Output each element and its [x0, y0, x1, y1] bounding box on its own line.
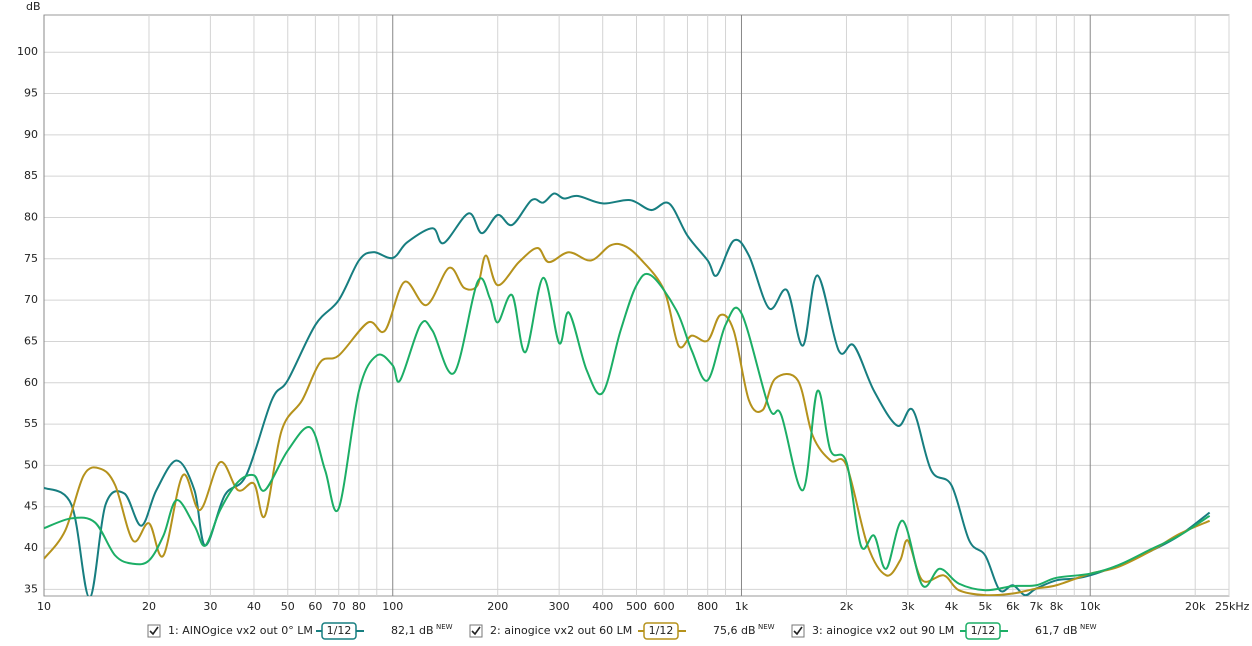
- y-tick-label: 40: [24, 541, 38, 554]
- y-tick-label: 70: [24, 293, 38, 306]
- x-tick-label: 50: [281, 600, 295, 613]
- x-tick-label: 500: [626, 600, 647, 613]
- y-tick-label: 65: [24, 334, 38, 347]
- legend-check: [471, 626, 481, 636]
- smoothing-box[interactable]: [321, 622, 357, 640]
- y-tick-label: 35: [24, 582, 38, 595]
- smoothing-label: 1/12: [327, 624, 352, 637]
- y-tick-label: 50: [24, 458, 38, 471]
- series-line: [44, 192, 1211, 596]
- legend-checkbox[interactable]: [791, 624, 805, 638]
- y-tick-label: 55: [24, 417, 38, 430]
- y-tick-label: 45: [24, 500, 38, 513]
- legend-checkbox[interactable]: [147, 624, 161, 638]
- smoothing-box[interactable]: [643, 622, 679, 640]
- legend-level-note: NEW: [1080, 623, 1097, 631]
- legend-label: 2: ainogice vx2 out 60 LM: [490, 624, 632, 637]
- x-tick-label: 25kHz: [1215, 600, 1250, 613]
- x-tick-label: 80: [352, 600, 366, 613]
- x-tick-label: 6k: [1006, 600, 1020, 613]
- x-tick-label: 10k: [1080, 600, 1101, 613]
- series-line: [44, 272, 1211, 592]
- y-tick-label: 100: [17, 45, 38, 58]
- legend-level-note: NEW: [436, 623, 453, 631]
- x-tick-label: 800: [697, 600, 718, 613]
- x-tick-label: 40: [247, 600, 261, 613]
- x-tick-label: 60: [308, 600, 322, 613]
- x-tick-label: 600: [654, 600, 675, 613]
- x-tick-label: 30: [203, 600, 217, 613]
- y-axis-label: dB: [26, 0, 41, 13]
- smoothing-box[interactable]: [965, 622, 1001, 640]
- legend-check: [149, 626, 159, 636]
- x-tick-label: 400: [592, 600, 613, 613]
- y-tick-label: 90: [24, 128, 38, 141]
- x-tick-label: 70: [332, 600, 346, 613]
- y-tick-label: 85: [24, 169, 38, 182]
- x-tick-label: 4k: [945, 600, 959, 613]
- legend-label: 3: ainogice vx2 out 90 LM: [812, 624, 954, 637]
- legend-label: 1: AINOgice vx2 out 0° LM: [168, 624, 313, 637]
- legend-level: 61,7 dB: [1035, 624, 1078, 637]
- legend-checkbox[interactable]: [469, 624, 483, 638]
- x-tick-label: 20k: [1185, 600, 1206, 613]
- legend-level: 75,6 dB: [713, 624, 756, 637]
- smoothing-label: 1/12: [649, 624, 674, 637]
- smoothing-label: 1/12: [971, 624, 996, 637]
- x-tick-label: 5k: [979, 600, 993, 613]
- legend-check: [793, 626, 803, 636]
- x-tick-label: 200: [487, 600, 508, 613]
- legend-level: 82,1 dB: [391, 624, 434, 637]
- x-tick-label: 20: [142, 600, 156, 613]
- x-tick-label: 100: [382, 600, 403, 613]
- legend-level-note: NEW: [758, 623, 775, 631]
- y-tick-label: 60: [24, 376, 38, 389]
- y-tick-label: 80: [24, 210, 38, 223]
- x-tick-label: 2k: [840, 600, 854, 613]
- x-tick-label: 8k: [1050, 600, 1064, 613]
- y-tick-label: 95: [24, 87, 38, 100]
- x-tick-label: 3k: [901, 600, 915, 613]
- x-tick-label: 1k: [735, 600, 749, 613]
- x-tick-label: 10: [37, 600, 51, 613]
- x-tick-label: 7k: [1030, 600, 1044, 613]
- y-tick-label: 75: [24, 252, 38, 265]
- x-tick-label: 300: [549, 600, 570, 613]
